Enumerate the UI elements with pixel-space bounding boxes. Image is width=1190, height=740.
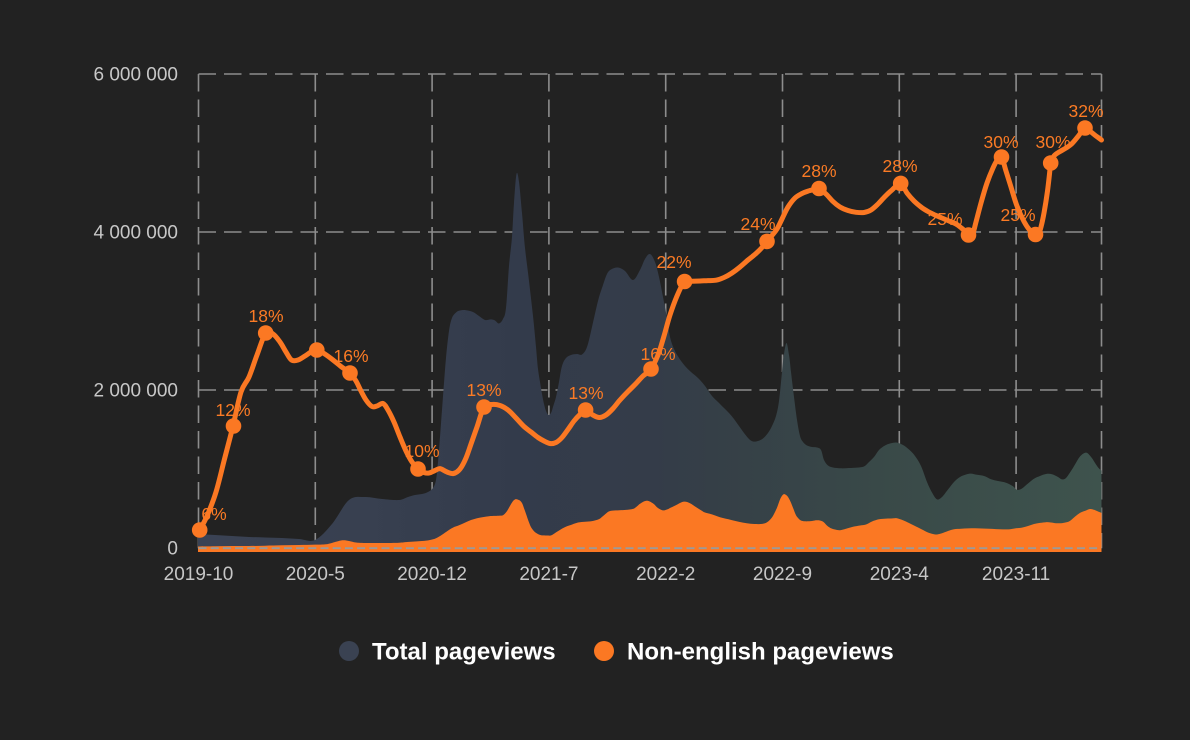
svg-text:16%: 16% bbox=[333, 346, 368, 366]
svg-text:2020-12: 2020-12 bbox=[397, 564, 467, 585]
svg-text:30%: 30% bbox=[983, 132, 1018, 152]
svg-text:16%: 16% bbox=[640, 344, 675, 364]
svg-text:0: 0 bbox=[167, 539, 178, 560]
svg-text:30%: 30% bbox=[1035, 132, 1070, 152]
svg-text:2020-5: 2020-5 bbox=[286, 564, 345, 585]
svg-text:2023-4: 2023-4 bbox=[870, 564, 930, 585]
svg-text:18%: 18% bbox=[248, 306, 283, 326]
svg-text:4 000 000: 4 000 000 bbox=[93, 223, 178, 244]
svg-text:2022-2: 2022-2 bbox=[636, 564, 695, 585]
svg-text:25%: 25% bbox=[927, 209, 962, 229]
svg-text:12%: 12% bbox=[215, 400, 250, 420]
svg-text:6%: 6% bbox=[201, 504, 226, 524]
svg-text:2 000 000: 2 000 000 bbox=[93, 381, 178, 402]
svg-text:28%: 28% bbox=[801, 161, 836, 181]
svg-text:6 000 000: 6 000 000 bbox=[93, 65, 178, 86]
svg-text:Non-english pageviews: Non-english pageviews bbox=[627, 639, 894, 666]
svg-text:32%: 32% bbox=[1068, 101, 1103, 121]
svg-text:Total pageviews: Total pageviews bbox=[372, 639, 556, 666]
svg-text:2022-9: 2022-9 bbox=[753, 564, 812, 585]
svg-text:28%: 28% bbox=[882, 156, 917, 176]
svg-text:2023-11: 2023-11 bbox=[982, 564, 1050, 585]
svg-text:22%: 22% bbox=[656, 252, 691, 272]
svg-text:10%: 10% bbox=[404, 441, 439, 461]
svg-text:2021-7: 2021-7 bbox=[519, 564, 578, 585]
svg-text:25%: 25% bbox=[1000, 205, 1035, 225]
svg-text:13%: 13% bbox=[466, 380, 501, 400]
svg-text:2019-10: 2019-10 bbox=[164, 564, 234, 585]
svg-text:13%: 13% bbox=[568, 383, 603, 403]
svg-text:24%: 24% bbox=[740, 214, 775, 234]
